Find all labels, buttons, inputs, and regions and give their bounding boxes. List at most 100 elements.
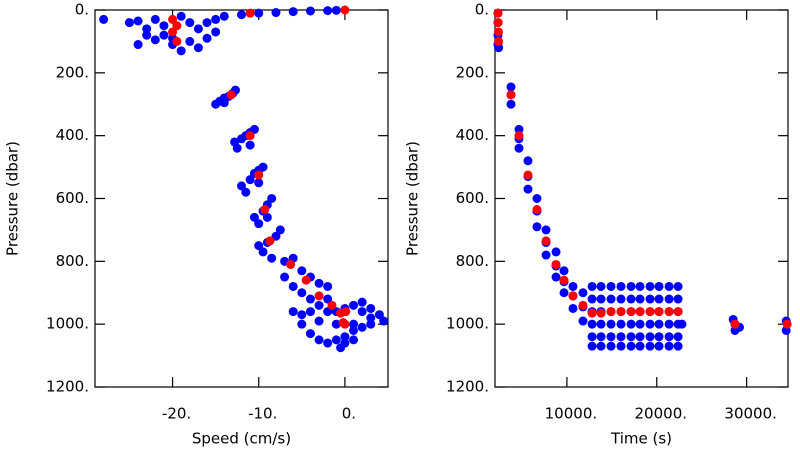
data-point <box>349 300 359 310</box>
data-point <box>616 281 626 291</box>
data-point <box>645 319 655 329</box>
data-point <box>193 24 203 34</box>
x-tick-label: 10000. <box>545 405 598 423</box>
data-point <box>654 307 664 317</box>
data-point <box>314 316 324 326</box>
data-point <box>596 281 606 291</box>
data-point <box>626 341 636 351</box>
data-point <box>626 319 636 329</box>
data-point <box>626 332 636 342</box>
data-point <box>349 319 359 329</box>
data-point <box>782 319 792 329</box>
data-point <box>331 319 341 329</box>
y-tick-label: 1000. <box>46 315 89 333</box>
y-tick-label: 1000. <box>446 315 489 333</box>
data-point <box>645 341 655 351</box>
x-tick-label: -10. <box>248 405 277 423</box>
data-point <box>494 43 504 53</box>
data-point <box>301 275 311 285</box>
data-point <box>532 204 542 214</box>
data-point <box>645 307 655 317</box>
y-tick-label: 200. <box>456 63 489 81</box>
data-point <box>568 291 578 301</box>
data-point <box>159 30 169 40</box>
data-point <box>366 313 376 323</box>
y-tick-label: 0. <box>75 1 89 19</box>
data-point <box>267 194 277 203</box>
data-point <box>559 275 569 285</box>
data-point <box>677 319 687 329</box>
data-point <box>635 319 645 329</box>
data-point <box>568 303 578 313</box>
data-point <box>133 40 143 50</box>
data-point <box>150 35 160 45</box>
data-point <box>172 21 182 31</box>
y-tick-label: 600. <box>56 189 89 207</box>
data-point <box>124 18 134 28</box>
data-point <box>493 8 503 18</box>
data-point <box>494 36 504 46</box>
data-point <box>606 332 616 342</box>
data-point <box>578 300 588 310</box>
data-point <box>323 281 333 291</box>
data-point <box>523 156 533 166</box>
data-point <box>323 338 333 348</box>
data-point <box>493 18 503 28</box>
data-point <box>673 307 683 317</box>
data-point <box>305 294 315 304</box>
data-point <box>211 14 221 24</box>
y-tick-label: 400. <box>56 126 89 144</box>
data-point <box>271 231 281 241</box>
data-point <box>226 90 236 100</box>
data-point <box>323 307 333 317</box>
data-point <box>654 319 664 329</box>
data-point <box>664 294 674 304</box>
data-point <box>616 341 626 351</box>
data-point <box>559 288 569 298</box>
data-point <box>254 241 264 251</box>
data-point <box>664 281 674 291</box>
data-point <box>185 18 195 28</box>
data-point <box>357 307 367 317</box>
data-point <box>514 143 524 153</box>
y-tick-label: 600. <box>456 189 489 207</box>
data-point <box>374 310 384 320</box>
data-point <box>587 332 597 342</box>
data-point <box>357 297 367 307</box>
data-point <box>176 11 186 21</box>
data-point <box>323 6 333 16</box>
data-point <box>99 14 109 24</box>
data-point <box>596 308 606 318</box>
x-tick-label: 20000. <box>635 405 688 423</box>
data-point <box>219 98 229 108</box>
data-point <box>654 341 664 351</box>
data-point <box>245 131 255 141</box>
data-point <box>616 307 626 317</box>
data-point <box>258 162 268 172</box>
data-point <box>297 266 307 276</box>
data-point <box>506 90 516 100</box>
data-point <box>172 36 182 46</box>
data-point <box>635 307 645 317</box>
data-point <box>241 187 251 197</box>
data-point <box>587 319 597 329</box>
data-point <box>305 329 315 339</box>
data-point <box>654 332 664 342</box>
data-point <box>323 294 333 304</box>
data-point <box>606 319 616 329</box>
data-point <box>327 300 337 310</box>
data-point <box>288 7 298 17</box>
data-point <box>142 24 152 34</box>
data-point <box>514 131 524 141</box>
data-point <box>635 332 645 342</box>
data-point <box>551 247 561 257</box>
data-point <box>606 294 616 304</box>
data-point <box>340 319 350 329</box>
data-point <box>645 294 655 304</box>
data-point <box>635 281 645 291</box>
data-point <box>168 27 178 37</box>
data-point <box>275 225 285 235</box>
data-point <box>587 341 597 351</box>
data-point <box>314 291 324 301</box>
data-point <box>673 294 683 304</box>
